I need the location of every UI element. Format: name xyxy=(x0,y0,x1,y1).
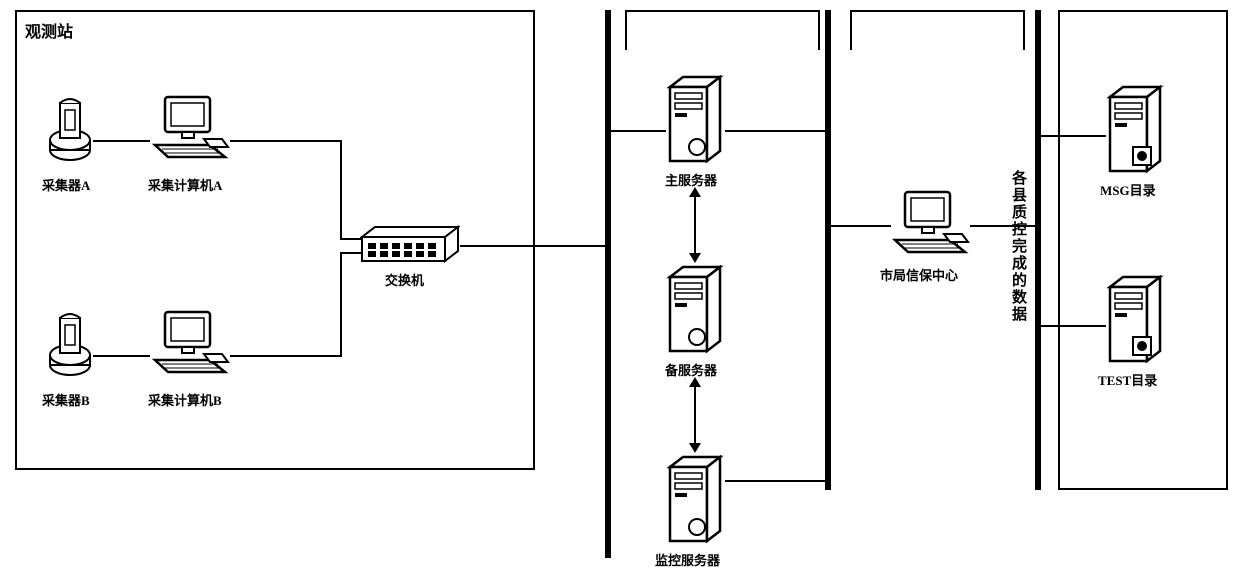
vbar-1 xyxy=(605,10,611,558)
collector-a-icon xyxy=(48,95,93,165)
msg-server-label: MSG目录 xyxy=(1100,180,1156,199)
pc-a-icon xyxy=(150,95,230,165)
line-pcA-sw-h2 xyxy=(340,238,362,240)
collector-a-label: 采集器A xyxy=(42,175,90,194)
arrow-backup-monitor xyxy=(694,385,696,445)
line-pcB-sw-h1 xyxy=(230,355,340,357)
province-box xyxy=(1058,10,1228,490)
city-pc-label: 市局信保中心 xyxy=(880,265,958,284)
observation-title: 观测站 xyxy=(25,18,73,42)
test-server-label: TEST目录 xyxy=(1098,370,1157,389)
line-vbar1-main xyxy=(611,130,666,132)
switch-label: 交换机 xyxy=(385,270,424,289)
city-room-box xyxy=(625,10,820,50)
pc-a-label: 采集计算机A xyxy=(148,175,222,194)
line-vbar3-test xyxy=(1041,325,1106,327)
line-vbar2-citypc xyxy=(831,225,891,227)
arrow-main-backup xyxy=(694,195,696,255)
city-pc-icon xyxy=(890,190,970,260)
line-pcB-sw-v xyxy=(340,252,342,357)
test-server-icon xyxy=(1105,275,1165,365)
pc-b-icon xyxy=(150,310,230,380)
vbar-3 xyxy=(1035,10,1041,490)
msg-server-icon xyxy=(1105,85,1165,175)
line-monitor-vbar2 xyxy=(725,480,827,482)
line-pcA-sw-h1 xyxy=(230,140,340,142)
line-sw-vbar1 xyxy=(460,245,607,247)
line-colA-pcA xyxy=(93,140,150,142)
line-colB-pcB xyxy=(93,355,150,357)
monitor-server-icon xyxy=(665,455,725,545)
main-server-icon xyxy=(665,75,725,165)
line-pcB-sw-h2 xyxy=(340,252,362,254)
vbar-2 xyxy=(825,10,831,490)
pc-b-label: 采集计算机B xyxy=(148,390,222,409)
backup-server-icon xyxy=(665,265,725,355)
collector-b-label: 采集器B xyxy=(42,390,90,409)
line-citypc-vbar3 xyxy=(970,225,1037,227)
monitor-server-label: 监控服务器 xyxy=(655,550,720,569)
line-pcA-sw-v xyxy=(340,140,342,240)
city-center-box xyxy=(850,10,1025,50)
collector-b-icon xyxy=(48,310,93,380)
line-main-vbar2 xyxy=(725,130,827,132)
switch-icon xyxy=(360,225,460,265)
line-vbar3-msg xyxy=(1041,135,1106,137)
vertical-note: 各县质控完成的数据 xyxy=(1008,170,1029,323)
